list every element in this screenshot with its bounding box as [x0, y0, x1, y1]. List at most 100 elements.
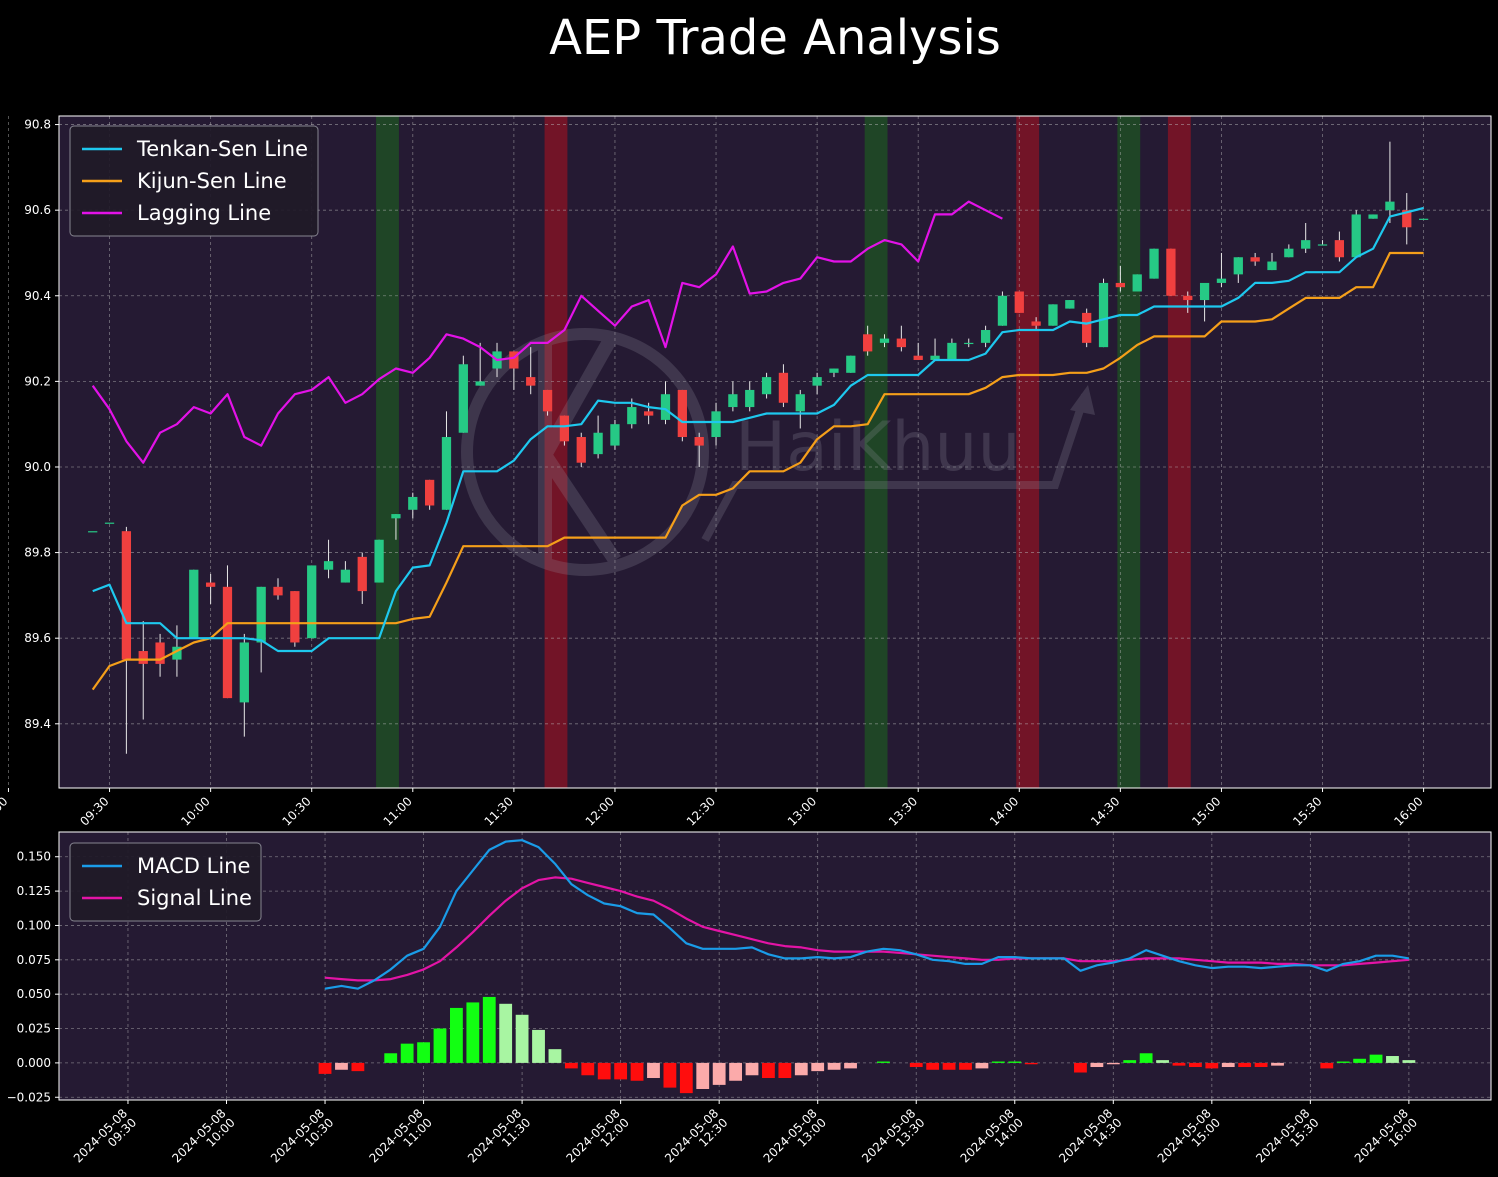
- candle-body: [694, 437, 704, 446]
- candle: [1149, 248, 1159, 279]
- macd-histogram-bar: [811, 1062, 825, 1072]
- candle-body: [1014, 291, 1024, 313]
- macd-histogram-bar: [794, 1062, 808, 1076]
- candle: [1267, 252, 1277, 271]
- kijun-sen-line: [91, 251, 1424, 691]
- candle: [947, 338, 957, 360]
- candle: [1098, 278, 1109, 348]
- candle-body: [1233, 257, 1243, 275]
- candle-body: [391, 514, 401, 519]
- candle: [526, 347, 536, 395]
- candle-body: [88, 531, 98, 533]
- sell-zone: [1016, 116, 1040, 788]
- candle: [1031, 317, 1041, 331]
- candle: [1368, 214, 1378, 219]
- macd-histogram-bar: [1386, 1056, 1399, 1063]
- candle: [964, 338, 974, 348]
- macd-histogram-bar: [466, 1002, 480, 1063]
- candle-body: [1132, 274, 1142, 292]
- candle: [677, 389, 687, 442]
- macd-histogram-bar: [1221, 1062, 1235, 1068]
- macd-line: [324, 839, 1410, 990]
- tenkan-legend-label: Tenkan-Sen Line: [136, 137, 308, 161]
- candle: [273, 578, 283, 600]
- macd-histogram-bar: [926, 1062, 940, 1070]
- candle-body: [627, 407, 637, 425]
- candle-body: [660, 394, 671, 420]
- candle-body: [1385, 201, 1395, 211]
- candle: [1183, 291, 1193, 313]
- candle: [542, 389, 553, 416]
- macd-y-tick-label: 0.000: [17, 1056, 51, 1070]
- macd-histogram-bar: [630, 1062, 644, 1081]
- candle-body: [509, 351, 519, 369]
- lagging-legend-label: Lagging Line: [137, 201, 271, 225]
- tenkan-sen-line: [92, 206, 1424, 653]
- candle-body: [374, 539, 384, 583]
- price-y-tick-label: 90.8: [24, 118, 51, 132]
- candle: [1065, 300, 1075, 309]
- candle-body: [879, 338, 890, 343]
- candle: [1166, 248, 1176, 296]
- candle: [1199, 282, 1210, 322]
- candle: [879, 334, 890, 348]
- candle-body: [1048, 304, 1058, 326]
- candle: [307, 565, 317, 639]
- price-y-tick-label: 90.2: [24, 374, 51, 388]
- macd-histogram-bar: [335, 1062, 348, 1070]
- macd-y-tick-label: 0.025: [17, 1022, 51, 1036]
- price-panel: HaiKhuu 89.4 89.6 89.8 90.0 90.2 90.4 90.6 90.8…: [0, 115, 1492, 829]
- candle-body: [1368, 214, 1378, 219]
- candle-body: [644, 411, 654, 416]
- candle: [1132, 274, 1142, 292]
- candle-body: [273, 586, 283, 596]
- candle-body: [340, 569, 351, 583]
- price-y-tick-label: 89.4: [24, 717, 51, 731]
- candle-body: [778, 372, 789, 403]
- candle-body: [172, 646, 182, 660]
- macd-histogram-bar: [384, 1053, 398, 1063]
- candle: [1082, 308, 1092, 348]
- candle: [896, 325, 906, 352]
- candle-body: [610, 424, 620, 446]
- price-y-tick-label: 89.8: [24, 546, 51, 560]
- candle-body: [1199, 282, 1210, 301]
- candle-body: [1250, 257, 1260, 262]
- macd-legend-label: MACD Line: [137, 854, 250, 878]
- macd-y-tick-label: −0.025: [7, 1090, 51, 1104]
- signal-legend-label: Signal Line: [137, 886, 252, 910]
- macd-histogram-bar: [400, 1043, 414, 1063]
- candle: [559, 415, 570, 446]
- macd-histogram-bar: [1369, 1054, 1383, 1063]
- sell-zone: [544, 116, 568, 788]
- lagging-line: [91, 200, 1003, 464]
- macd-histogram-bar: [1205, 1062, 1219, 1069]
- candle: [88, 531, 98, 533]
- candle-body: [441, 437, 452, 510]
- candle: [711, 402, 721, 446]
- candle: [745, 381, 755, 412]
- candle-body: [795, 394, 805, 412]
- macd-histogram-bar: [1353, 1058, 1367, 1063]
- candle: [1317, 240, 1328, 246]
- candle: [323, 539, 334, 579]
- candle: [812, 372, 822, 395]
- macd-histogram-bar: [1074, 1062, 1087, 1073]
- macd-histogram-bar: [1188, 1062, 1202, 1068]
- candle: [189, 569, 199, 639]
- candle: [1385, 141, 1395, 224]
- candle: [138, 621, 148, 720]
- candle: [761, 372, 772, 399]
- macd-histogram-bar: [1106, 1062, 1120, 1065]
- macd-axes-frame: [58, 831, 1492, 1101]
- candle-body: [290, 591, 300, 643]
- candle-body: [222, 586, 233, 699]
- price-axes-frame: [58, 115, 1492, 789]
- price-grid: [8, 116, 1491, 788]
- macd-histogram-bar: [1123, 1060, 1137, 1063]
- macd-histogram-bar: [417, 1042, 430, 1063]
- candle-body: [559, 415, 570, 442]
- candle-body: [138, 651, 148, 664]
- candle-body: [812, 377, 822, 386]
- candle-body: [930, 355, 940, 360]
